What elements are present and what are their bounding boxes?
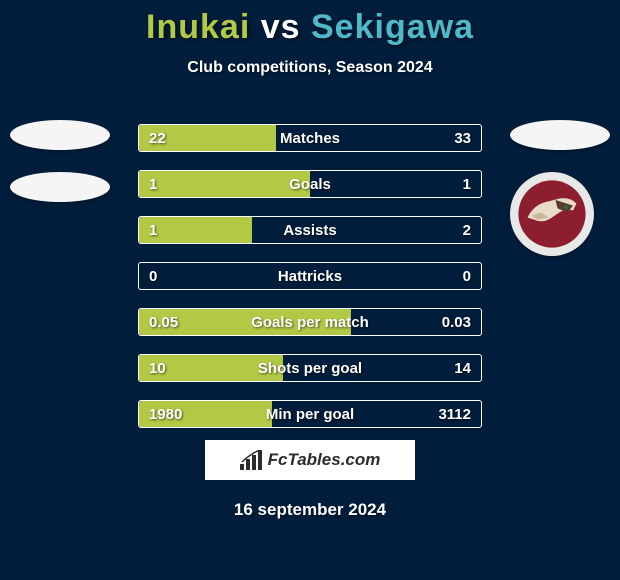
team-badge-ellipse-right-1 xyxy=(510,120,610,150)
coyote-logo-icon xyxy=(517,179,587,249)
team-badge-ellipse-left-2 xyxy=(10,172,110,202)
stat-value-right: 3112 xyxy=(438,401,471,428)
stat-row: 1Goals1 xyxy=(138,170,482,198)
stat-value-right: 0.03 xyxy=(442,309,471,336)
stat-value-right: 0 xyxy=(463,263,471,290)
stat-value-right: 33 xyxy=(454,125,471,152)
footer-brand-text: FcTables.com xyxy=(268,450,381,470)
footer-brand: FcTables.com xyxy=(240,450,381,470)
stat-row: 1980Min per goal3112 xyxy=(138,400,482,428)
footer-brand-box: FcTables.com xyxy=(205,440,415,480)
stat-value-right: 1 xyxy=(463,171,471,198)
stat-value-right: 2 xyxy=(463,217,471,244)
team-badge-circle-right xyxy=(510,172,594,256)
stat-label: Goals per match xyxy=(139,309,481,336)
title-player2: Sekigawa xyxy=(311,8,474,46)
title-vs: vs xyxy=(261,8,301,46)
footer-date: 16 september 2024 xyxy=(0,500,620,520)
stat-row: 10Shots per goal14 xyxy=(138,354,482,382)
stat-label: Shots per goal xyxy=(139,355,481,382)
stat-label: Min per goal xyxy=(139,401,481,428)
stat-label: Goals xyxy=(139,171,481,198)
stat-label: Matches xyxy=(139,125,481,152)
title-player1: Inukai xyxy=(146,8,250,46)
left-team-badges xyxy=(10,120,110,224)
page-title: Inukai vs Sekigawa xyxy=(0,0,620,47)
stat-row: 1Assists2 xyxy=(138,216,482,244)
stat-row: 22Matches33 xyxy=(138,124,482,152)
bar-chart-icon xyxy=(240,450,264,470)
stats-container: 22Matches331Goals11Assists20Hattricks00.… xyxy=(138,124,482,446)
stat-label: Assists xyxy=(139,217,481,244)
right-team-badges xyxy=(510,120,610,256)
stat-row: 0Hattricks0 xyxy=(138,262,482,290)
team-badge-ellipse-left-1 xyxy=(10,120,110,150)
stat-label: Hattricks xyxy=(139,263,481,290)
subtitle: Club competitions, Season 2024 xyxy=(0,59,620,77)
stat-value-right: 14 xyxy=(454,355,471,382)
stat-row: 0.05Goals per match0.03 xyxy=(138,308,482,336)
